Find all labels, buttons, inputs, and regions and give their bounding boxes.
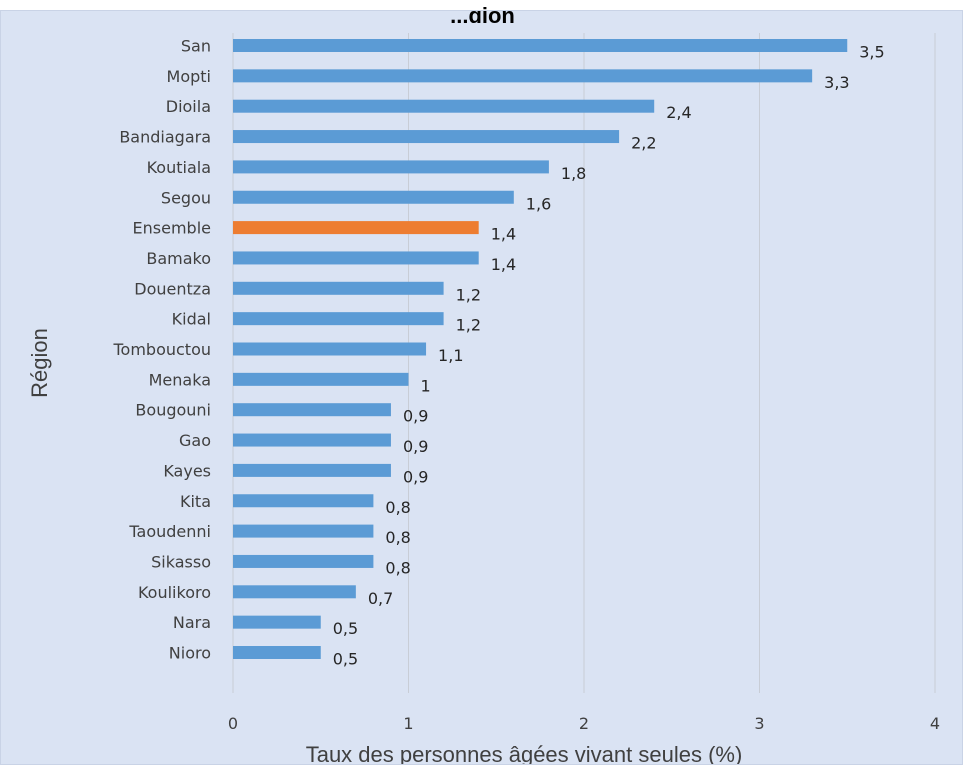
y-tick-label: Tombouctou <box>112 340 211 359</box>
bar-koutiala <box>233 160 549 174</box>
bar-tombouctou <box>233 342 427 356</box>
bars <box>233 39 848 659</box>
x-axis-title: Taux des personnes âgées vivant seules (… <box>306 742 743 764</box>
y-tick-label: Sikasso <box>151 552 211 571</box>
data-label: 1,6 <box>526 194 551 213</box>
data-label: 0,9 <box>403 407 428 426</box>
bar-segou <box>233 190 514 204</box>
data-label: 1,4 <box>491 255 516 274</box>
data-label: 0,8 <box>385 558 410 577</box>
data-label: 0,9 <box>403 437 428 456</box>
data-label: 0,8 <box>385 528 410 547</box>
bar-koulikoro <box>233 585 356 599</box>
bar-mopti <box>233 69 813 83</box>
data-label: 0,5 <box>333 619 358 638</box>
y-tick-label: Segou <box>161 188 211 207</box>
data-label: 1,4 <box>491 225 516 244</box>
bar-sikasso <box>233 554 374 568</box>
y-tick-label: Bandiagara <box>119 128 211 147</box>
bar-kidal <box>233 312 444 326</box>
y-tick-label: Kidal <box>172 310 211 329</box>
x-tick-labels: 0 1 2 3 4 <box>228 714 940 733</box>
bar-taoudenni <box>233 524 374 538</box>
bar-bougouni <box>233 403 391 417</box>
bar-kayes <box>233 463 391 477</box>
bar-bamako <box>233 251 479 265</box>
y-tick-label: Bougouni <box>135 401 211 420</box>
y-tick-label: Mopti <box>167 67 211 86</box>
chart-area: ...gion 3,5 3,3 2,4 2,2 1,8 1,6 1,4 1,4 1,2 1,2 1,… <box>0 5 963 765</box>
data-label: 2,2 <box>631 134 656 153</box>
bar-ensemble <box>233 221 479 235</box>
bar-nara <box>233 615 321 629</box>
y-tick-label: Ensemble <box>133 219 211 238</box>
bar-menaka <box>233 372 409 386</box>
data-label: 3,3 <box>824 73 849 92</box>
x-tick-label: 0 <box>228 714 238 733</box>
data-label: 1,1 <box>438 346 463 365</box>
data-label: 1,2 <box>456 285 481 304</box>
bar-kita <box>233 494 374 508</box>
data-label: 3,5 <box>859 43 884 62</box>
x-tick-label: 3 <box>754 714 764 733</box>
x-tick-label: 4 <box>930 714 940 733</box>
y-tick-label: Dioila <box>166 97 211 116</box>
data-label: 0,8 <box>385 498 410 517</box>
y-tick-label: Kita <box>180 492 211 511</box>
y-tick-label: Koutiala <box>147 158 211 177</box>
y-tick-label: Gao <box>179 431 211 450</box>
bar-chart: 3,5 3,3 2,4 2,2 1,8 1,6 1,4 1,4 1,2 1,2 1,1 1 0,9 0,9… <box>27 33 940 764</box>
data-label: 0,7 <box>368 589 393 608</box>
data-label: 1,2 <box>456 316 481 335</box>
bar-nioro <box>233 646 321 659</box>
x-tick-label: 1 <box>403 714 413 733</box>
y-tick-label: Nara <box>173 613 211 632</box>
y-tick-label: Nioro <box>169 644 211 663</box>
y-tick-labels: San Mopti Dioila Bandiagara Koutiala Segou Ens… <box>112 37 211 663</box>
bar-gao <box>233 433 391 447</box>
y-tick-label: Bamako <box>146 249 211 268</box>
y-tick-label: Douentza <box>134 279 211 298</box>
x-tick-label: 2 <box>579 714 589 733</box>
y-tick-label: Menaka <box>149 370 211 389</box>
data-label: 1 <box>421 376 431 395</box>
data-label: 0,5 <box>333 650 358 669</box>
y-tick-label: Kayes <box>163 461 211 480</box>
y-tick-label: Taoudenni <box>128 522 211 541</box>
data-label: 0,9 <box>403 467 428 486</box>
bar-dioila <box>233 99 655 113</box>
y-axis-title: Région <box>27 328 52 398</box>
bar-bandiagara <box>233 130 620 144</box>
data-label: 2,4 <box>666 103 691 122</box>
y-tick-label: Koulikoro <box>138 583 211 602</box>
bar-san <box>233 39 848 52</box>
gridlines <box>232 33 936 693</box>
data-labels: 3,5 3,3 2,4 2,2 1,8 1,6 1,4 1,4 1,2 1,2 1,1 1 0,9 0,9… <box>333 43 885 669</box>
chart-title: ...gion <box>450 5 515 23</box>
data-label: 1,8 <box>561 164 586 183</box>
bar-douentza <box>233 281 444 295</box>
y-tick-label: San <box>181 37 211 56</box>
